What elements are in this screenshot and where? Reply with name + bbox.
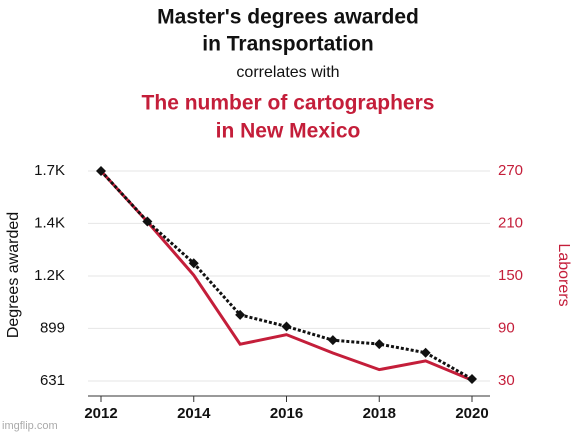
y2-tick-label: 270 xyxy=(498,162,523,179)
x-tick-label: 2014 xyxy=(177,405,211,422)
watermark: imgflip.com xyxy=(2,420,58,432)
x-tick-label: 2012 xyxy=(84,405,117,422)
point-marker xyxy=(188,258,199,269)
point-marker xyxy=(281,321,292,332)
y-tick-label: 1.7K xyxy=(34,162,65,179)
title-line: Master's degrees awarded xyxy=(157,6,419,29)
y2-tick-label: 90 xyxy=(498,319,515,336)
y-tick-label: 631 xyxy=(40,372,65,389)
y2-axis-label: Laborers xyxy=(555,243,572,306)
title-line: in Transportation xyxy=(202,33,374,56)
y2-tick-label: 150 xyxy=(498,267,523,284)
x-tick-label: 2016 xyxy=(270,405,303,422)
title2-line: in New Mexico xyxy=(216,120,361,143)
y2-tick-label: 210 xyxy=(498,214,523,231)
point-marker xyxy=(420,347,431,358)
point-marker xyxy=(374,339,385,350)
series-line xyxy=(99,169,473,382)
x-tick-label: 2018 xyxy=(363,405,396,422)
point-marker xyxy=(96,166,106,176)
series-line xyxy=(99,169,473,381)
point-marker xyxy=(142,216,153,227)
y-tick-label: 1.2K xyxy=(34,267,65,284)
point-marker xyxy=(235,309,246,320)
y-tick-label: 1.4K xyxy=(34,214,65,231)
title2-line: The number of cartographers xyxy=(142,92,435,115)
point-marker xyxy=(327,335,338,346)
point-marker xyxy=(467,374,477,385)
y-tick-label: 899 xyxy=(40,319,65,336)
y-axis-label: Degrees awarded xyxy=(5,212,22,338)
y2-tick-label: 30 xyxy=(498,372,515,389)
x-tick-label: 2020 xyxy=(455,405,488,422)
subtitle: correlates with xyxy=(236,64,339,81)
